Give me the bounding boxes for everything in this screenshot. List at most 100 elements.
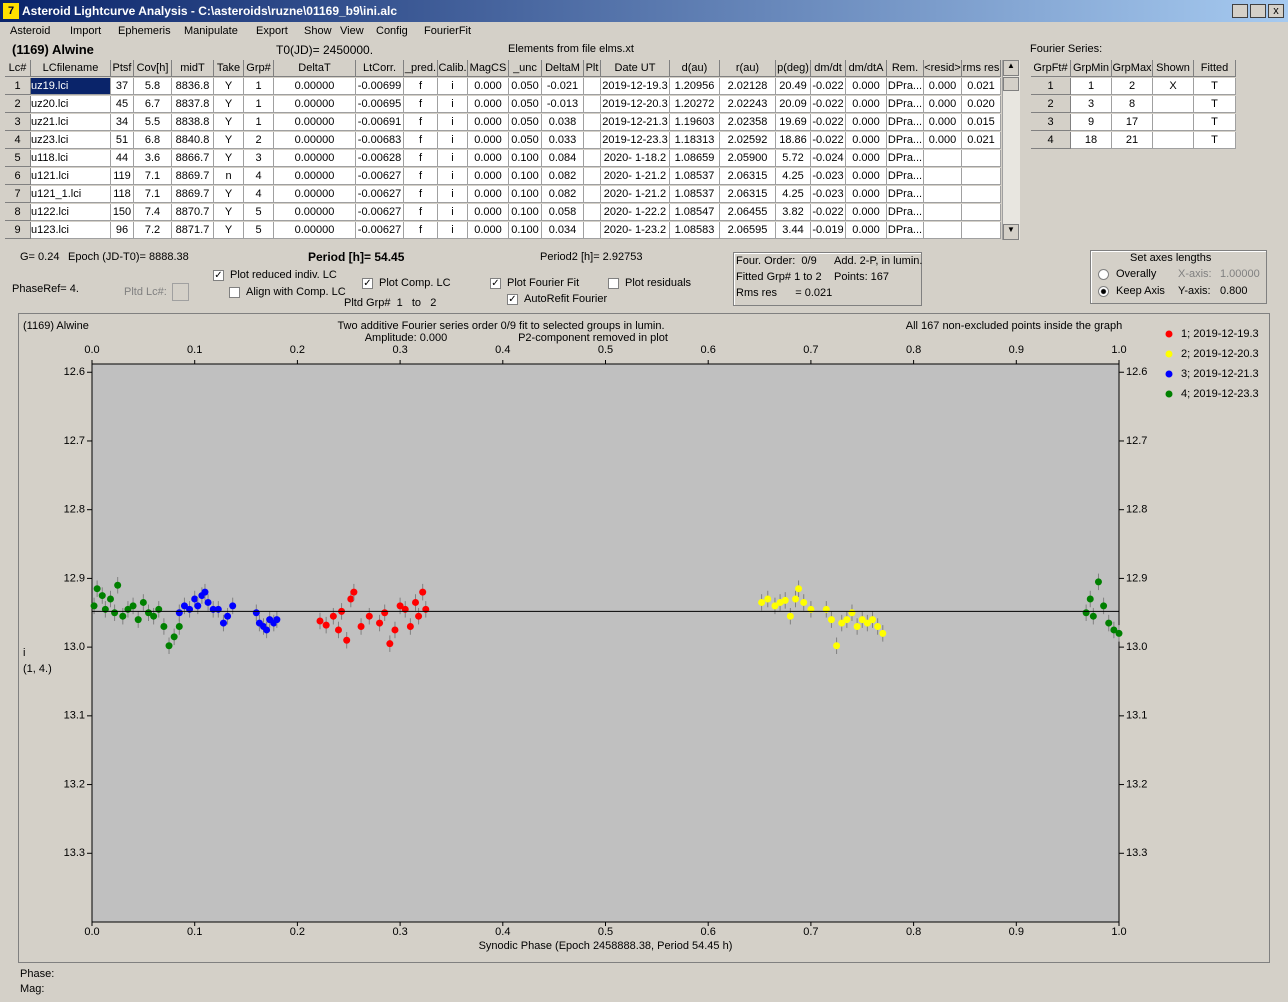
table-cell[interactable]: 3 <box>244 150 274 167</box>
table-cell[interactable]: i <box>438 204 468 221</box>
table-cell[interactable]: 0.082 <box>542 168 584 185</box>
table-cell[interactable]: 8869.7 <box>172 168 214 185</box>
table-cell[interactable]: 0.00000 <box>274 186 356 203</box>
table-cell[interactable]: 2020- 1-21.2 <box>601 168 670 185</box>
minimize-button[interactable] <box>1232 4 1248 18</box>
table-cell[interactable]: Y <box>214 114 244 131</box>
table-cell[interactable]: T <box>1194 78 1236 95</box>
table-cell[interactable]: 4 <box>244 186 274 203</box>
table-cell[interactable]: DPra... <box>887 132 924 149</box>
checkbox[interactable] <box>608 278 619 289</box>
table-cell[interactable]: 0.050 <box>509 114 542 131</box>
table-cell[interactable]: 0.033 <box>542 132 584 149</box>
table-cell[interactable]: 1.08537 <box>670 168 720 185</box>
table-cell[interactable]: 0.100 <box>509 186 542 203</box>
table-cell[interactable]: 119 <box>111 168 134 185</box>
table-cell[interactable] <box>584 96 601 113</box>
table-cell[interactable]: 7.2 <box>134 222 172 239</box>
table-cell[interactable]: -0.00628 <box>356 150 404 167</box>
table-cell[interactable]: 0.00000 <box>274 222 356 239</box>
table-cell[interactable]: -0.00699 <box>356 78 404 95</box>
table-cell[interactable]: 2019-12-23.3 <box>601 132 670 149</box>
menu-item[interactable]: Config <box>376 25 408 37</box>
table-cell[interactable] <box>962 186 1001 203</box>
table-cell[interactable]: 96 <box>111 222 134 239</box>
scrollbar[interactable]: ▲ ▼ <box>1002 60 1020 240</box>
table-cell[interactable]: 8837.8 <box>172 96 214 113</box>
table-cell[interactable]: f <box>404 132 438 149</box>
table-cell[interactable]: 7.1 <box>134 186 172 203</box>
table-cell[interactable]: f <box>404 78 438 95</box>
table-cell[interactable]: 0.021 <box>962 132 1001 149</box>
table-cell[interactable]: f <box>404 96 438 113</box>
table-cell[interactable]: 0.000 <box>468 96 509 113</box>
table-cell[interactable]: u121_1.lci <box>31 186 111 203</box>
row-header[interactable]: 6 <box>5 168 31 185</box>
table-cell[interactable]: 2 <box>244 132 274 149</box>
table-cell[interactable]: 1 <box>244 78 274 95</box>
table-cell[interactable]: 37 <box>111 78 134 95</box>
table-cell[interactable]: 0.000 <box>924 114 962 131</box>
table-cell[interactable] <box>962 204 1001 221</box>
table-cell[interactable]: i <box>438 222 468 239</box>
table-cell[interactable]: Y <box>214 132 244 149</box>
table-cell[interactable] <box>924 204 962 221</box>
table-cell[interactable]: 0.00000 <box>274 78 356 95</box>
table-cell[interactable]: 6.8 <box>134 132 172 149</box>
table-cell[interactable] <box>924 186 962 203</box>
table-cell[interactable]: 0.00000 <box>274 204 356 221</box>
table-cell[interactable]: -0.024 <box>811 150 846 167</box>
table-cell[interactable]: 0.000 <box>924 78 962 95</box>
row-header[interactable]: 2 <box>1031 96 1071 113</box>
checkbox[interactable]: ✓ <box>362 278 373 289</box>
table-cell[interactable]: uz21.lci <box>31 114 111 131</box>
table-cell[interactable]: 18 <box>1071 132 1112 149</box>
table-cell[interactable]: DPra... <box>887 114 924 131</box>
table-cell[interactable]: 2.02128 <box>720 78 776 95</box>
menu-item[interactable]: Export <box>256 25 288 37</box>
table-cell[interactable] <box>584 168 601 185</box>
table-cell[interactable]: 3.82 <box>776 204 811 221</box>
table-cell[interactable]: 2.06315 <box>720 168 776 185</box>
table-cell[interactable]: 2.02592 <box>720 132 776 149</box>
table-cell[interactable]: f <box>404 150 438 167</box>
table-cell[interactable]: Y <box>214 150 244 167</box>
table-cell[interactable]: 5.72 <box>776 150 811 167</box>
maximize-button[interactable] <box>1250 4 1266 18</box>
table-cell[interactable]: 5.5 <box>134 114 172 131</box>
radio[interactable] <box>1098 269 1109 280</box>
table-cell[interactable]: DPra... <box>887 150 924 167</box>
table-cell[interactable]: 3.6 <box>134 150 172 167</box>
table-cell[interactable]: T <box>1194 132 1236 149</box>
table-cell[interactable]: 0.021 <box>962 78 1001 95</box>
table-cell[interactable]: Y <box>214 222 244 239</box>
table-cell[interactable]: f <box>404 222 438 239</box>
table-cell[interactable]: 0.034 <box>542 222 584 239</box>
table-cell[interactable]: 2.02243 <box>720 96 776 113</box>
table-cell[interactable]: 1.08537 <box>670 186 720 203</box>
row-header[interactable]: 1 <box>5 78 31 95</box>
table-cell[interactable]: i <box>438 114 468 131</box>
table-cell[interactable] <box>962 222 1001 239</box>
table-cell[interactable]: i <box>438 78 468 95</box>
table-cell[interactable]: X <box>1153 78 1194 95</box>
table-cell[interactable]: -0.00695 <box>356 96 404 113</box>
table-cell[interactable]: f <box>404 168 438 185</box>
table-cell[interactable]: -0.00627 <box>356 204 404 221</box>
table-cell[interactable]: i <box>438 186 468 203</box>
table-cell[interactable]: 2 <box>1112 78 1153 95</box>
table-cell[interactable] <box>1153 96 1194 113</box>
row-header[interactable]: 4 <box>5 132 31 149</box>
table-cell[interactable]: 0.000 <box>846 222 887 239</box>
table-cell[interactable]: 2019-12-19.3 <box>601 78 670 95</box>
table-cell[interactable]: 4.25 <box>776 168 811 185</box>
table-cell[interactable]: 0.000 <box>846 96 887 113</box>
table-cell[interactable]: 2020- 1-22.2 <box>601 204 670 221</box>
row-header[interactable]: 5 <box>5 150 31 167</box>
checkbox[interactable]: ✓ <box>213 270 224 281</box>
table-cell[interactable]: 0.000 <box>846 168 887 185</box>
table-cell[interactable]: 1.20272 <box>670 96 720 113</box>
table-cell[interactable]: 0.000 <box>846 114 887 131</box>
table-cell[interactable]: 0.000 <box>846 78 887 95</box>
table-cell[interactable]: 0.000 <box>846 204 887 221</box>
